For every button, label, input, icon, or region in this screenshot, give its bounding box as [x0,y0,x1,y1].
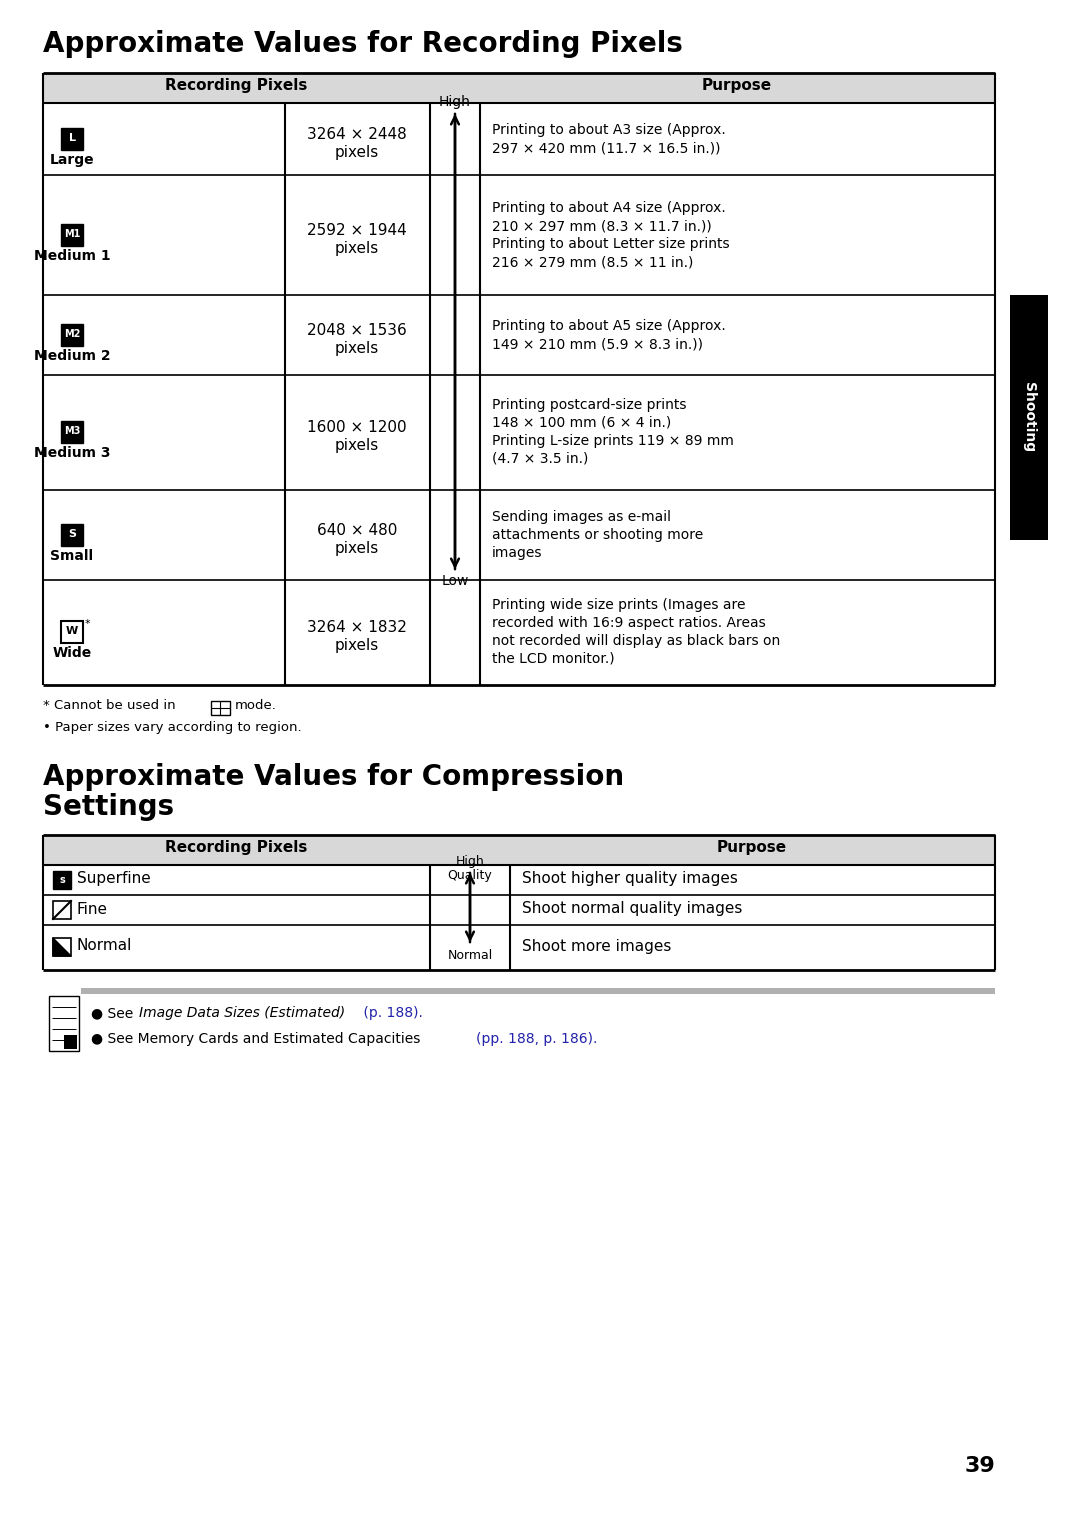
Text: mode.: mode. [235,700,276,712]
Text: Purpose: Purpose [702,78,772,93]
Text: Superfine: Superfine [77,872,151,887]
Text: 2048 × 1536: 2048 × 1536 [307,322,407,338]
Text: 297 × 420 mm (11.7 × 16.5 in.)): 297 × 420 mm (11.7 × 16.5 in.)) [492,141,720,155]
Text: pixels: pixels [335,144,379,160]
Text: S: S [68,529,76,538]
Text: Recording Pixels: Recording Pixels [165,78,307,93]
Text: Shoot higher quality images: Shoot higher quality images [522,872,738,887]
Bar [81,989,995,995]
Text: Approximate Values for Recording Pixels: Approximate Values for Recording Pixels [43,30,683,58]
Text: M1: M1 [64,230,80,239]
Bar [60,128,83,151]
Bar [211,701,230,715]
Text: pixels: pixels [335,637,379,653]
Text: 148 × 100 mm (6 × 4 in.): 148 × 100 mm (6 × 4 in.) [492,417,672,430]
Text: s: s [59,875,65,885]
Polygon shape [53,938,71,957]
Text: Settings: Settings [43,792,174,821]
Text: Wide: Wide [52,646,92,660]
Text: Purpose: Purpose [717,840,787,855]
Bar [49,996,79,1051]
Text: (p. 188).: (p. 188). [359,1005,423,1021]
Text: Approximate Values for Compression: Approximate Values for Compression [43,764,624,791]
Text: Recording Pixels: Recording Pixels [165,840,307,855]
Text: Printing L-size prints 119 × 89 mm: Printing L-size prints 119 × 89 mm [492,433,734,449]
Text: (4.7 × 3.5 in.): (4.7 × 3.5 in.) [492,452,589,465]
Text: Medium 3: Medium 3 [33,446,110,459]
Text: not recorded will display as black bars on: not recorded will display as black bars … [492,634,780,648]
Bar [64,1034,77,1049]
Text: Image Data Sizes (Estimated): Image Data Sizes (Estimated) [139,1005,346,1021]
Text: pixels: pixels [335,438,379,453]
Text: ● See Memory Cards and Estimated Capacities: ● See Memory Cards and Estimated Capacit… [91,1033,424,1046]
Bar [60,621,83,643]
Text: Printing wide size prints (Images are: Printing wide size prints (Images are [492,598,745,611]
Text: Normal: Normal [77,938,133,954]
Text: L: L [68,132,76,143]
Text: pixels: pixels [335,541,379,557]
Text: Normal: Normal [447,949,492,961]
Text: W: W [66,627,78,636]
Text: attachments or shooting more: attachments or shooting more [492,528,703,541]
Text: 3264 × 2448: 3264 × 2448 [307,126,407,141]
Bar [60,224,83,246]
Bar [43,73,995,103]
Text: 149 × 210 mm (5.9 × 8.3 in.)): 149 × 210 mm (5.9 × 8.3 in.)) [492,338,703,351]
Text: Medium 2: Medium 2 [33,348,110,364]
Text: 1600 × 1200: 1600 × 1200 [307,420,407,435]
Text: pixels: pixels [335,341,379,356]
Text: Small: Small [51,549,94,563]
Text: pixels: pixels [335,240,379,256]
Bar [53,938,71,957]
Bar [60,324,83,345]
Text: High: High [440,94,471,110]
Text: 216 × 279 mm (8.5 × 11 in.): 216 × 279 mm (8.5 × 11 in.) [492,256,693,269]
Bar [53,900,71,919]
Text: (pp. 188, p. 186).: (pp. 188, p. 186). [476,1033,597,1046]
Text: 39: 39 [964,1456,995,1475]
Text: Printing to about A3 size (Approx.: Printing to about A3 size (Approx. [492,123,726,137]
Bar [43,835,995,865]
Text: ● See: ● See [91,1005,137,1021]
Text: 210 × 297 mm (8.3 × 11.7 in.)): 210 × 297 mm (8.3 × 11.7 in.)) [492,219,712,233]
Text: Medium 1: Medium 1 [33,249,110,263]
Text: 3264 × 1832: 3264 × 1832 [307,621,407,634]
Text: Printing to about A4 size (Approx.: Printing to about A4 size (Approx. [492,201,726,214]
Text: M3: M3 [64,426,80,437]
Text: M2: M2 [64,329,80,339]
Text: Shoot normal quality images: Shoot normal quality images [522,902,742,917]
Text: Sending images as e-mail: Sending images as e-mail [492,510,671,525]
Text: 640 × 480: 640 × 480 [316,523,397,538]
Text: *: * [85,619,91,630]
Text: Printing to about Letter size prints: Printing to about Letter size prints [492,237,730,251]
Text: High: High [456,855,484,868]
Bar [53,872,71,888]
Text: Shooting: Shooting [1022,382,1036,452]
Text: 2592 × 1944: 2592 × 1944 [307,224,407,237]
Text: Low: Low [442,573,469,589]
Text: • Paper sizes vary according to region.: • Paper sizes vary according to region. [43,721,301,735]
Bar [1010,295,1048,540]
Text: * Cannot be used in: * Cannot be used in [43,700,176,712]
Text: Shoot more images: Shoot more images [522,938,672,954]
Text: Large: Large [50,154,94,167]
Text: Printing to about A5 size (Approx.: Printing to about A5 size (Approx. [492,319,726,333]
Text: Quality: Quality [447,868,492,882]
Text: recorded with 16:9 aspect ratios. Areas: recorded with 16:9 aspect ratios. Areas [492,616,766,630]
Text: the LCD monitor.): the LCD monitor.) [492,653,615,666]
Text: images: images [492,546,542,560]
Text: Fine: Fine [77,902,108,917]
Bar [60,525,83,546]
Text: Printing postcard-size prints: Printing postcard-size prints [492,399,687,412]
Bar [60,421,83,443]
